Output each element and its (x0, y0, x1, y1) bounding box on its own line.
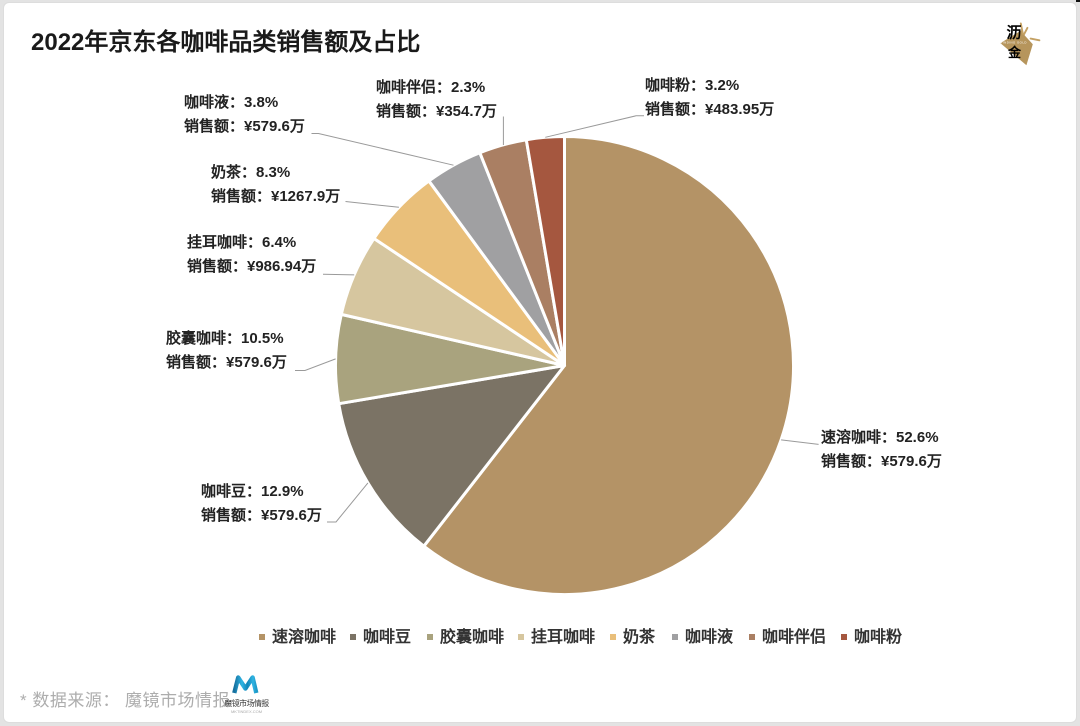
svg-text:FINDING GOLD: FINDING GOLD (1001, 41, 1027, 45)
svg-text:沥: 沥 (1006, 25, 1021, 42)
svg-text:金: 金 (1007, 45, 1022, 60)
